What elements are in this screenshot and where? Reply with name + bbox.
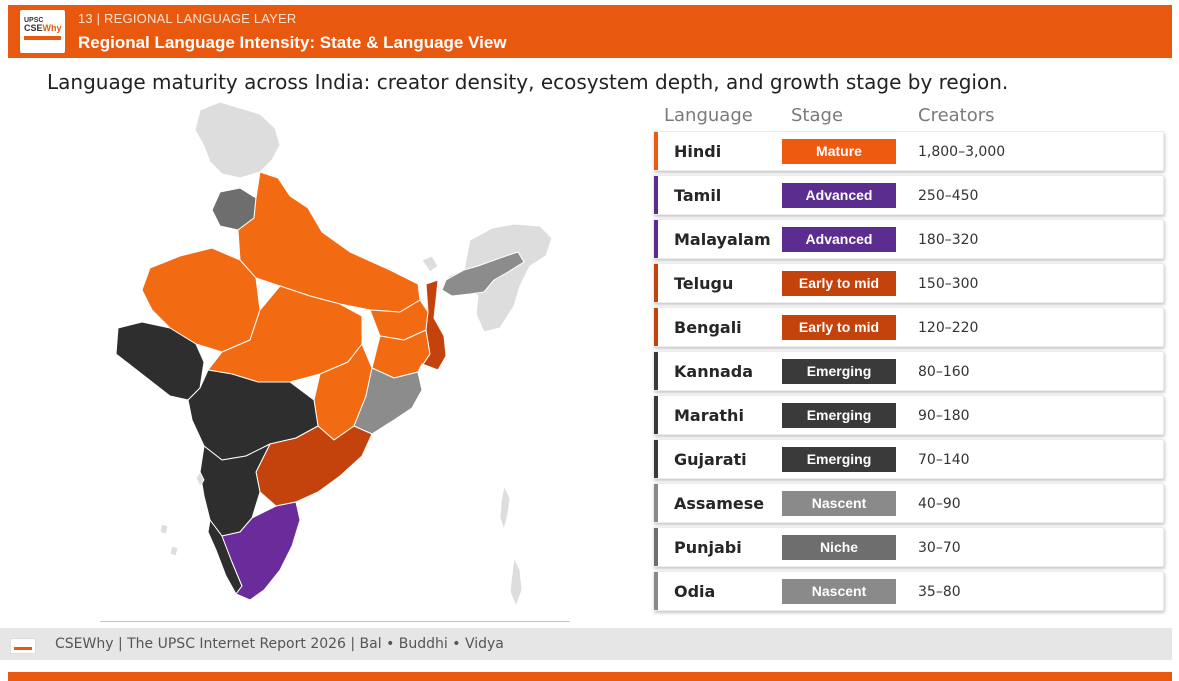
row-accent: [654, 528, 658, 566]
row-language: Malayalam: [674, 230, 771, 249]
row-creators: 150–300: [918, 276, 979, 292]
row-language: Kannada: [674, 362, 754, 381]
map-region-lakshadweep-2: [169, 545, 179, 557]
footer-bar: CSEWhy | The UPSC Internet Report 2026 |…: [0, 628, 1172, 660]
stage-badge: Mature: [782, 139, 896, 164]
row-creators: 120–220: [918, 320, 979, 336]
stage-badge: Emerging: [782, 447, 896, 472]
map-region-hindi-north: [237, 171, 421, 313]
map-region-sikkim: [421, 255, 439, 273]
col-header-language: Language: [664, 105, 753, 126]
stage-badge: Nascent: [782, 579, 896, 604]
map-region-tamil: [221, 501, 301, 601]
row-language: Odia: [674, 582, 716, 601]
table-row: Bengali Early to mid 120–220: [653, 307, 1164, 347]
row-accent: [654, 396, 658, 434]
row-creators: 180–320: [918, 232, 979, 248]
map-region-lakshadweep: [159, 523, 169, 535]
stage-badge: Emerging: [782, 359, 896, 384]
row-creators: 1,800–3,000: [918, 144, 1006, 160]
row-accent: [654, 176, 658, 214]
table-row: Malayalam Advanced 180–320: [653, 219, 1164, 259]
row-language: Bengali: [674, 318, 742, 337]
row-language: Gujarati: [674, 450, 747, 469]
row-language: Punjabi: [674, 538, 742, 557]
table-row: Telugu Early to mid 150–300: [653, 263, 1164, 303]
logo-bar: [24, 36, 61, 40]
row-creators: 90–180: [918, 408, 970, 424]
header-bar: UPSC CSEWhy 13 | REGIONAL LANGUAGE LAYER…: [8, 5, 1172, 58]
stage-badge: Nascent: [782, 491, 896, 516]
row-language: Marathi: [674, 406, 744, 425]
map-region-andaman: [499, 485, 511, 531]
brand-logo: UPSC CSEWhy: [20, 10, 65, 53]
footer-logo: [10, 638, 36, 654]
table-row: Assamese Nascent 40–90: [653, 483, 1164, 523]
logo-why: Why: [42, 23, 62, 33]
stage-badge: Advanced: [782, 227, 896, 252]
row-creators: 40–90: [918, 496, 961, 512]
row-language: Tamil: [674, 186, 722, 205]
stage-badge: Niche: [782, 535, 896, 560]
row-accent: [654, 264, 658, 302]
col-header-stage: Stage: [791, 105, 844, 126]
map-region-nicobar: [509, 557, 523, 607]
row-language: Telugu: [674, 274, 734, 293]
page-subtitle: Language maturity across India: creator …: [47, 70, 1009, 94]
table-row: Tamil Advanced 250–450: [653, 175, 1164, 215]
logo-line1: UPSC: [24, 17, 44, 24]
row-creators: 35–80: [918, 584, 961, 600]
row-creators: 30–70: [918, 540, 961, 556]
stage-badge: Early to mid: [782, 271, 896, 296]
row-creators: 80–160: [918, 364, 970, 380]
row-accent: [654, 308, 658, 346]
footer-text: CSEWhy | The UPSC Internet Report 2026 |…: [55, 636, 504, 652]
row-language: Hindi: [674, 142, 722, 161]
row-accent: [654, 352, 658, 390]
table-row: Kannada Emerging 80–160: [653, 351, 1164, 391]
map-baseline: [100, 621, 570, 622]
table-row: Hindi Mature 1,800–3,000: [653, 131, 1164, 171]
row-accent: [654, 572, 658, 610]
map-region-telugu: [255, 425, 373, 507]
table-row: Odia Nascent 35–80: [653, 571, 1164, 611]
table-row: Punjabi Niche 30–70: [653, 527, 1164, 567]
page-title: Regional Language Intensity: State & Lan…: [78, 33, 507, 52]
row-accent: [654, 440, 658, 478]
row-language: Assamese: [674, 494, 765, 513]
map-region-bengal: [417, 279, 447, 373]
india-language-map: [115, 101, 553, 607]
stage-badge: Emerging: [782, 403, 896, 428]
logo-cse: CSE: [24, 23, 43, 33]
stage-badge: Advanced: [782, 183, 896, 208]
table-row: Gujarati Emerging 70–140: [653, 439, 1164, 479]
next-slide-strip: [8, 672, 1172, 681]
row-creators: 70–140: [918, 452, 970, 468]
map-region-jk: [194, 101, 281, 179]
section-label: 13 | REGIONAL LANGUAGE LAYER: [78, 11, 297, 26]
col-header-creators: Creators: [918, 105, 995, 126]
row-accent: [654, 132, 658, 170]
map-region-goa: [195, 471, 205, 487]
logo-line2: CSEWhy: [24, 24, 62, 33]
row-accent: [654, 484, 658, 522]
row-creators: 250–450: [918, 188, 979, 204]
stage-badge: Early to mid: [782, 315, 896, 340]
row-accent: [654, 220, 658, 258]
table-row: Marathi Emerging 90–180: [653, 395, 1164, 435]
map-region-assam: [441, 251, 525, 297]
